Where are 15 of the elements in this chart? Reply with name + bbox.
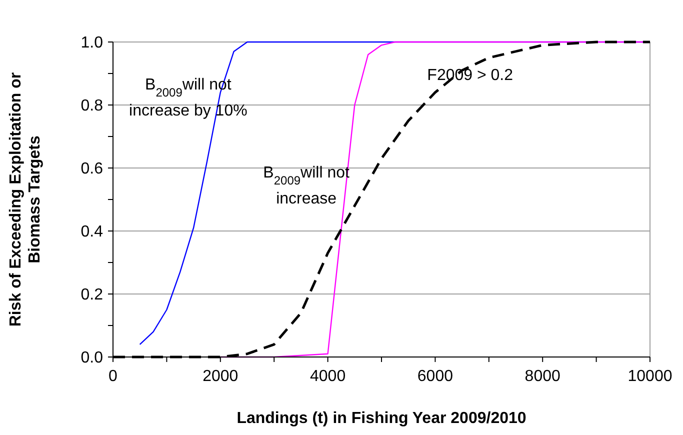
- y-tick-label: 0.4: [80, 224, 104, 241]
- x-tick-label: 6000: [417, 368, 454, 385]
- x-tick-label: 10000: [628, 368, 672, 385]
- x-tick-label: 0: [108, 368, 118, 385]
- x-axis-title: Landings (t) in Fishing Year 2009/2010: [236, 410, 526, 427]
- y-axis-title: Risk of Exceeding Exploitation or Biomass Targets: [7, 72, 44, 327]
- series-label: F2009 > 0.2: [427, 66, 514, 84]
- y-tick-label: 1.0: [80, 34, 104, 52]
- y-tick-label: 0.8: [80, 98, 104, 115]
- y-tick-label: 0.0: [80, 350, 104, 367]
- x-tick-label: 8000: [524, 368, 560, 385]
- y-tick-label: 0.2: [80, 286, 104, 304]
- x-tick-label: 4000: [310, 368, 346, 385]
- y-tick-label: 0.6: [80, 160, 104, 178]
- x-tick-label: 2000: [202, 368, 238, 385]
